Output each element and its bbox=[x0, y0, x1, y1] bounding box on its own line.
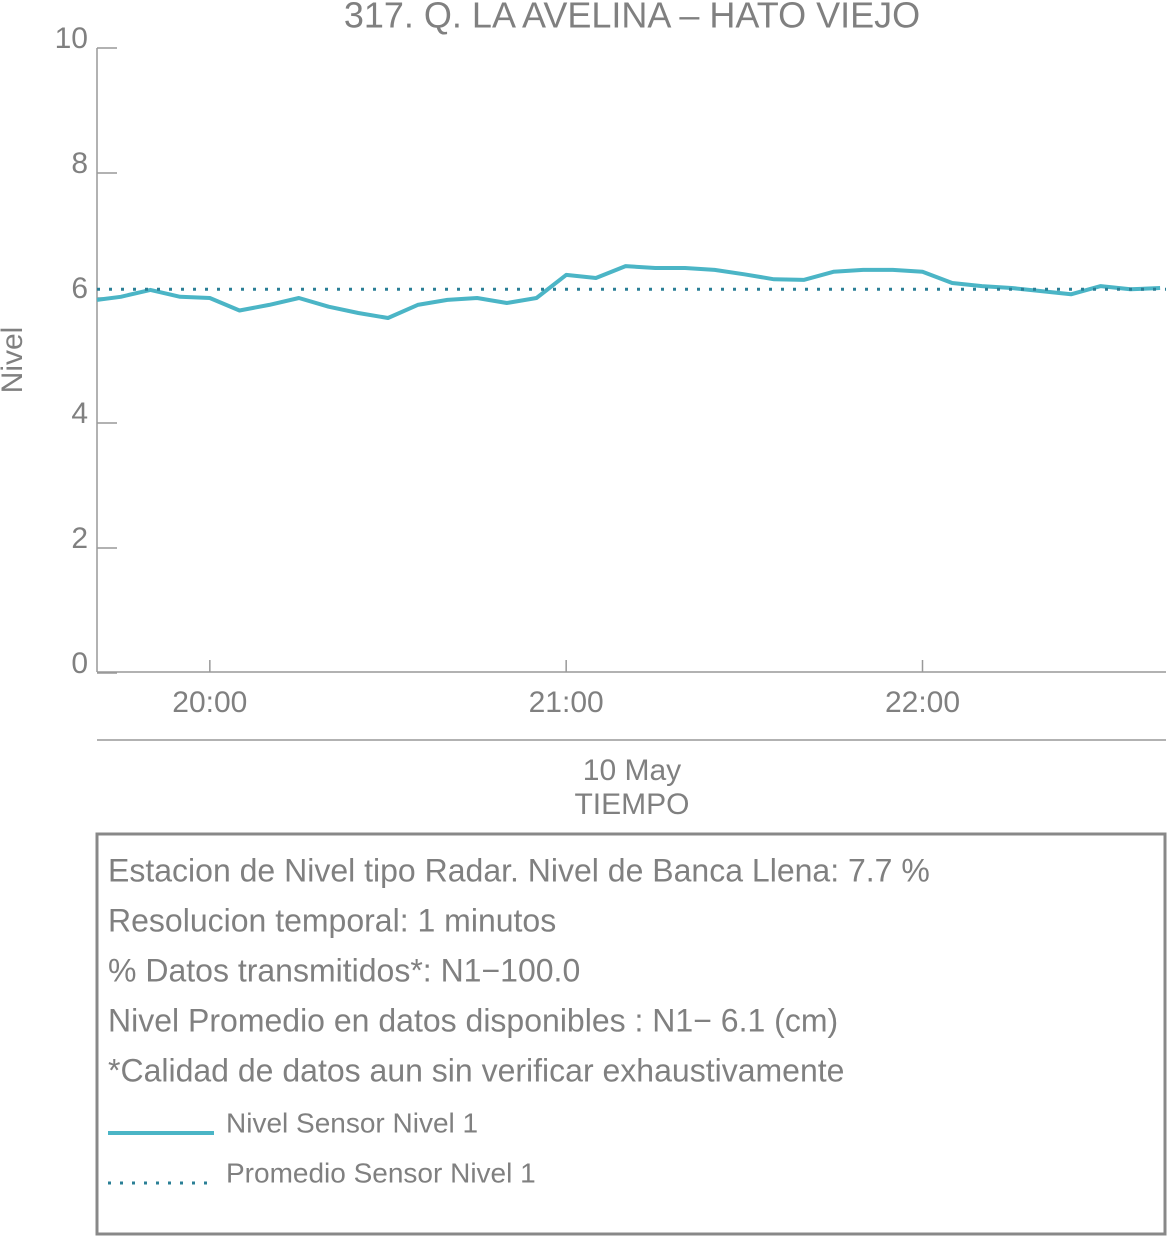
y-axis-label: Nivel bbox=[0, 327, 29, 394]
info-text: Resolucion temporal: 1 minutos bbox=[108, 902, 556, 938]
y-tick-label: 0 bbox=[71, 647, 88, 680]
x-axis-label: TIEMPO bbox=[574, 788, 689, 821]
x-tick-label: 22:00 bbox=[885, 686, 960, 719]
series-line bbox=[96, 264, 1161, 320]
y-tick-label: 10 bbox=[55, 22, 88, 55]
info-text: % Datos transmitidos*: N1−100.0 bbox=[108, 952, 580, 988]
y-tick-label: 8 bbox=[71, 147, 88, 180]
legend-label: Promedio Sensor Nivel 1 bbox=[226, 1157, 536, 1188]
x-tick-label: 21:00 bbox=[529, 686, 604, 719]
info-text: Nivel Promedio en datos disponibles : N1… bbox=[108, 1002, 838, 1038]
legend-label: Nivel Sensor Nivel 1 bbox=[226, 1107, 478, 1138]
y-tick-label: 2 bbox=[71, 522, 88, 555]
y-tick-label: 4 bbox=[71, 397, 88, 430]
x-tick-label: 20:00 bbox=[172, 686, 247, 719]
chart-title: 317. Q. LA AVELINA – HATO VIEJO bbox=[344, 0, 920, 36]
y-tick-label: 6 bbox=[71, 272, 88, 305]
info-text: Estacion de Nivel tipo Radar. Nivel de B… bbox=[108, 852, 930, 888]
date-label: 10 May bbox=[583, 754, 681, 787]
info-text: *Calidad de datos aun sin verificar exha… bbox=[108, 1052, 844, 1088]
info-box bbox=[95, 832, 1167, 1236]
